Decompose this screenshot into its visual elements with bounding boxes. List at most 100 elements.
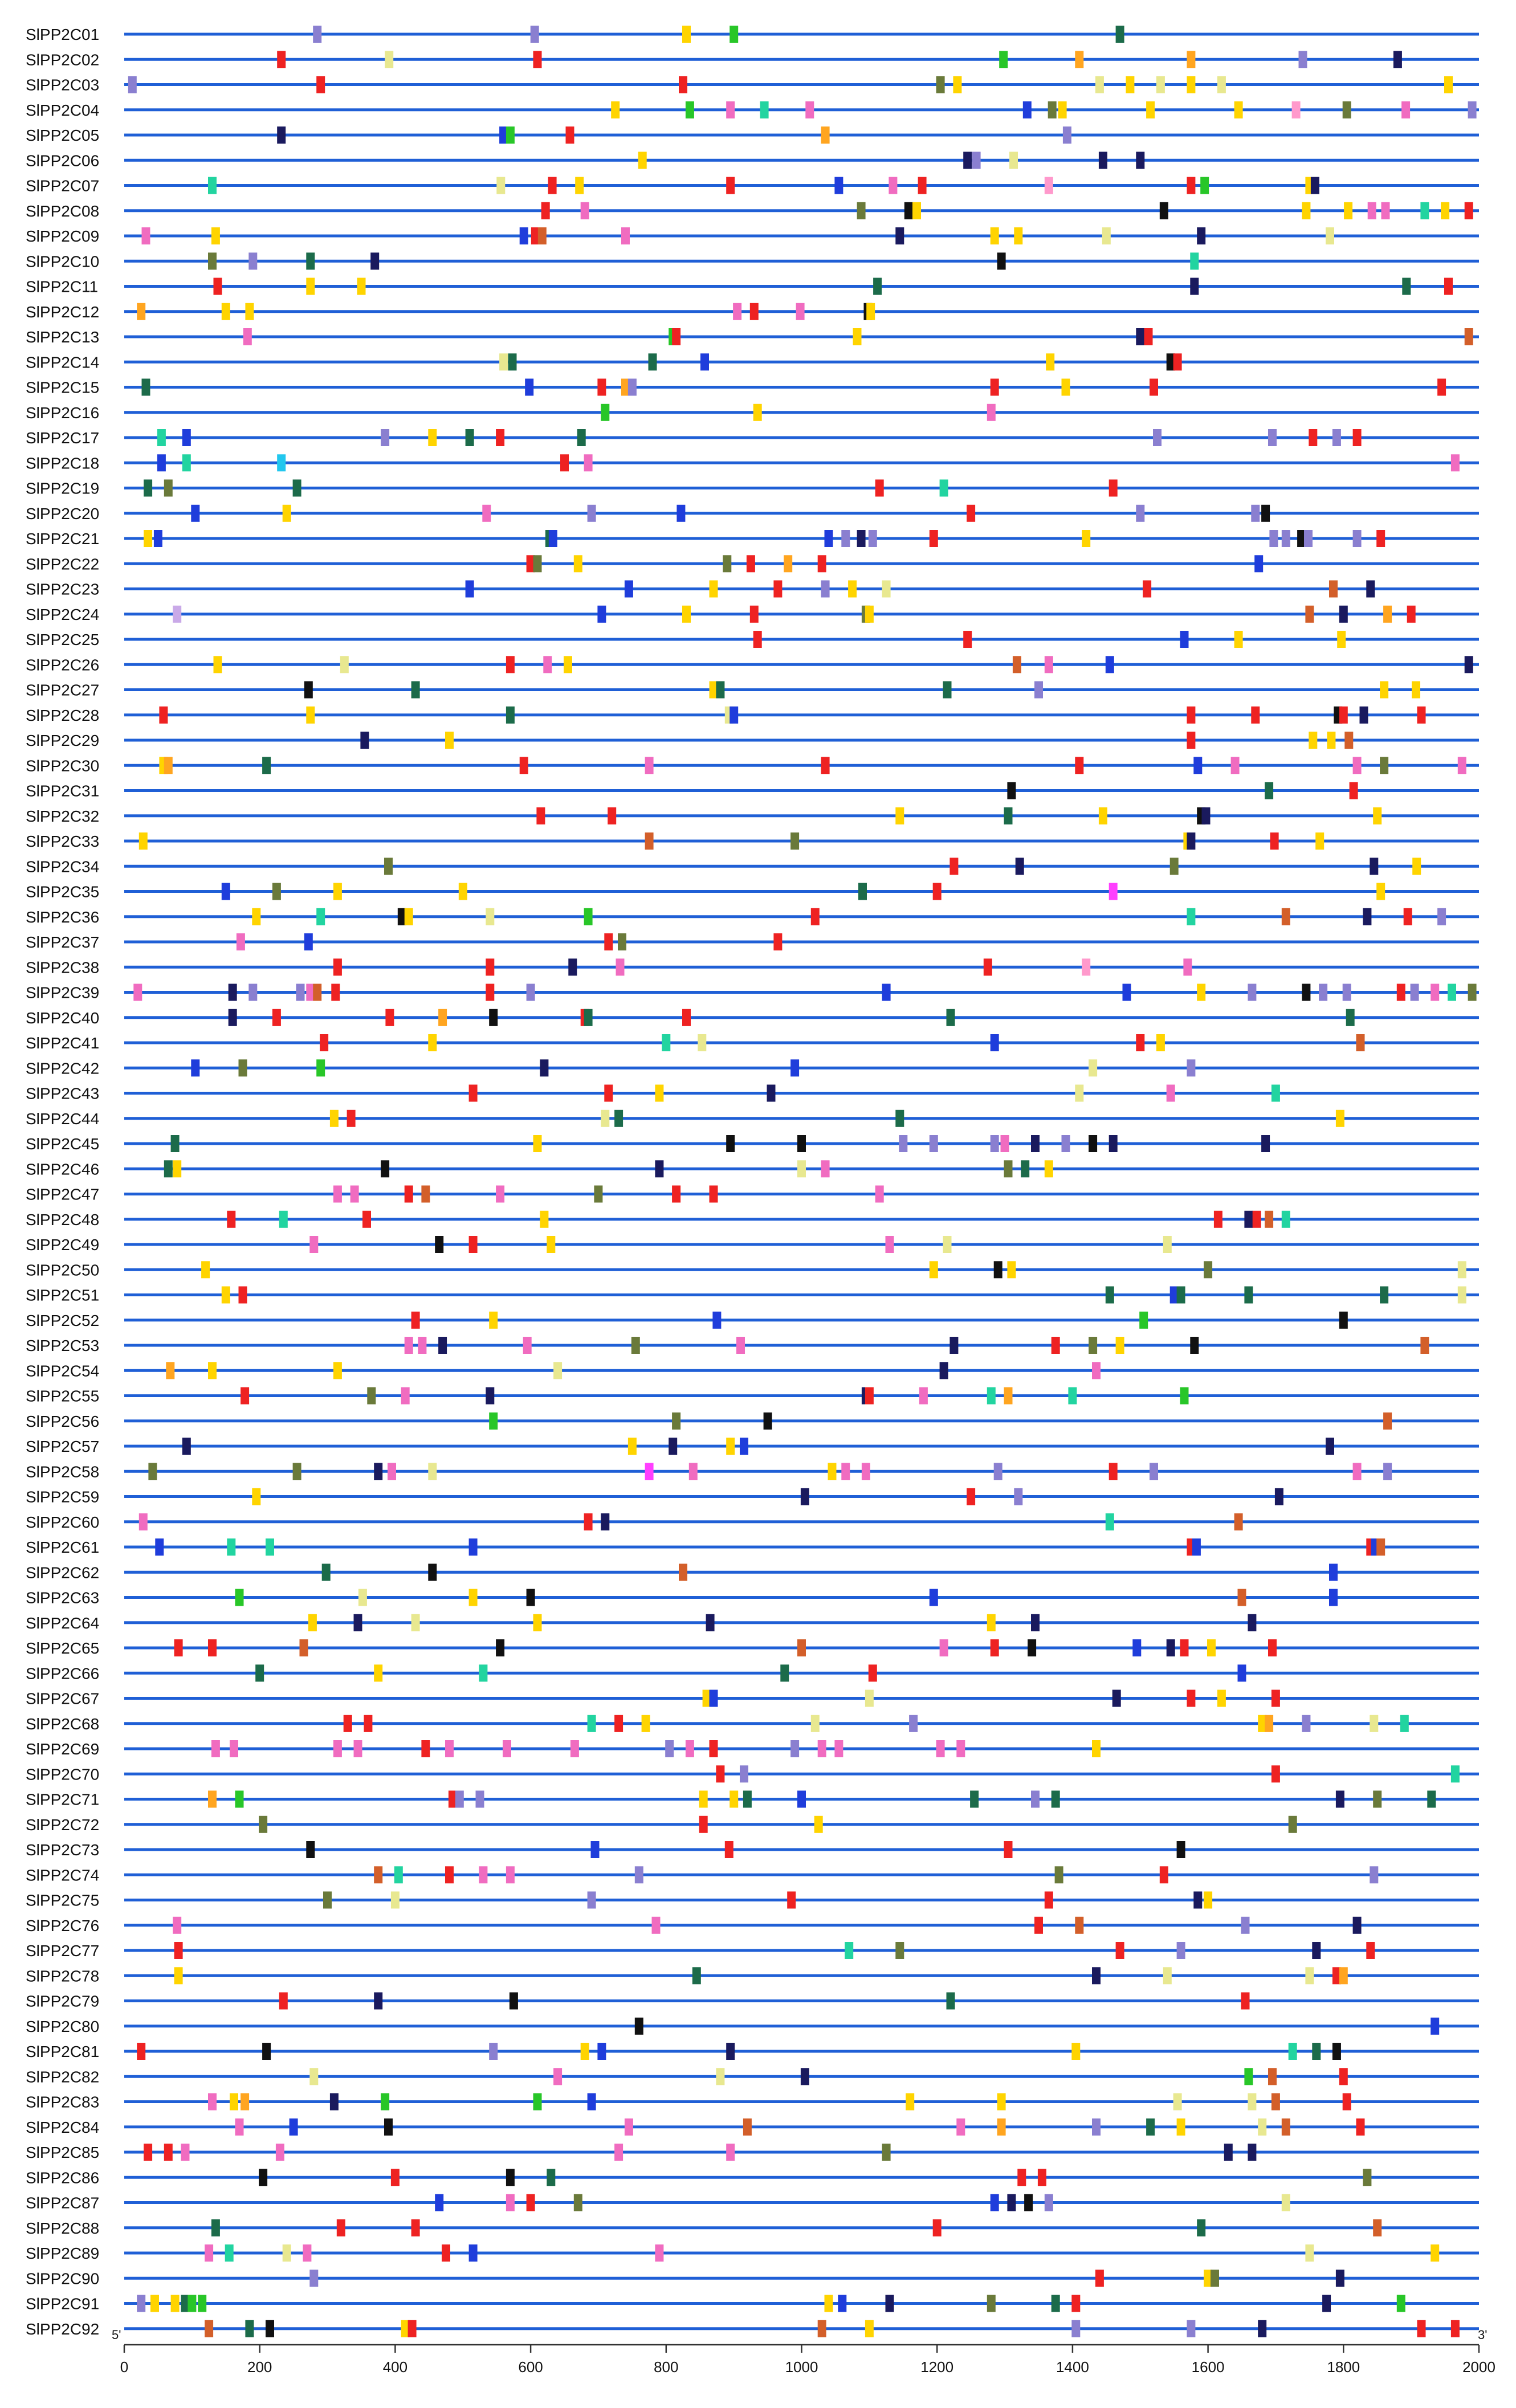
gene-label: SlPP2C40 <box>26 1009 99 1027</box>
gene-label: SlPP2C04 <box>26 101 99 119</box>
gene-row: SlPP2C02 <box>26 51 1479 68</box>
gene-label: SlPP2C49 <box>26 1236 99 1254</box>
motif-box <box>1007 1261 1016 1279</box>
motif-box <box>1370 1715 1379 1732</box>
gene-row: SlPP2C85 <box>26 2144 1479 2161</box>
motif-box <box>1004 1387 1013 1405</box>
gene-row: SlPP2C39 <box>26 983 1479 1002</box>
motif-box <box>1089 1059 1098 1077</box>
motif-box <box>1363 908 1372 925</box>
motif-box <box>1312 1942 1321 1959</box>
motif-box <box>1058 101 1067 119</box>
motif-box <box>468 1084 478 1102</box>
motif-box <box>277 51 286 68</box>
motif-box <box>333 1185 342 1203</box>
motif-box <box>702 1689 711 1707</box>
motif-box <box>1302 1715 1311 1732</box>
motif-box <box>618 933 626 950</box>
motif-box <box>248 983 258 1001</box>
motif-box <box>304 933 313 950</box>
motif-box <box>388 1463 396 1480</box>
motif-box <box>601 1513 610 1530</box>
motif-box <box>805 101 814 119</box>
motif-box <box>1024 2194 1033 2211</box>
gene-label: SlPP2C01 <box>26 26 99 43</box>
motif-box <box>164 757 173 774</box>
gene-label: SlPP2C39 <box>26 984 99 1002</box>
motif-box <box>726 177 735 194</box>
motif-box <box>919 1387 928 1405</box>
motif-box <box>1169 1286 1179 1304</box>
motif-box <box>709 1185 718 1203</box>
motif-box <box>137 2043 146 2060</box>
axis-end-label: 3' <box>1478 2328 1487 2342</box>
motif-box <box>597 2043 606 2060</box>
motif-box <box>238 1059 247 1077</box>
motif-box <box>374 1866 383 1884</box>
motif-box <box>1187 1059 1196 1077</box>
motif-box <box>990 1135 999 1152</box>
motif-box <box>1217 76 1226 93</box>
motif-box <box>181 2295 190 2312</box>
motif-box <box>716 681 725 699</box>
motif-box <box>468 1589 478 1606</box>
gene-row: SlPP2C30 <box>26 757 1479 774</box>
gene-label: SlPP2C15 <box>26 379 99 397</box>
motif-box <box>235 1790 244 1808</box>
motif-box <box>1356 1034 1365 1051</box>
motif-box <box>173 605 182 623</box>
motif-box <box>645 757 654 774</box>
motif-box <box>496 429 505 446</box>
motif-box <box>1159 1866 1168 1884</box>
motif-box <box>1342 2093 1351 2111</box>
motif-box <box>641 1715 650 1732</box>
motif-box <box>1115 1337 1124 1354</box>
motif-box <box>790 1740 800 1757</box>
gene-label: SlPP2C23 <box>26 581 99 598</box>
motif-box <box>536 807 545 825</box>
gene-row: SlPP2C92 <box>26 2320 1479 2338</box>
motif-box <box>404 1185 413 1203</box>
motif-box <box>1092 1740 1101 1757</box>
motif-box <box>486 1387 495 1405</box>
motif-box <box>895 1109 904 1127</box>
motif-box <box>174 1639 183 1656</box>
motif-box <box>1312 2043 1321 2060</box>
gene-label: SlPP2C16 <box>26 404 99 422</box>
motif-box <box>1464 202 1473 219</box>
motif-box <box>506 2194 515 2211</box>
motif-box <box>1187 76 1196 93</box>
gene-row: SlPP2C06 <box>26 152 1479 169</box>
motif-box <box>236 933 245 950</box>
motif-box <box>211 1740 220 1757</box>
motif-box <box>648 353 657 371</box>
motif-box <box>309 2270 319 2287</box>
motif-box <box>374 1664 383 1682</box>
motif-box <box>333 883 342 900</box>
motif-box <box>587 1891 596 1909</box>
motif-box <box>1305 2244 1314 2262</box>
x-tick-label: 400 <box>383 2358 407 2376</box>
motif-box <box>489 1311 498 1329</box>
motif-box <box>245 2320 254 2337</box>
gene-row: SlPP2C45 <box>26 1135 1479 1153</box>
motif-box <box>479 1664 488 1682</box>
motif-box <box>1061 1135 1070 1152</box>
gene-row: SlPP2C62 <box>26 1564 1479 1581</box>
motif-box <box>1176 1841 1185 1858</box>
gene-row: SlPP2C28 <box>26 707 1479 724</box>
motif-box <box>1031 1614 1040 1631</box>
gene-row: SlPP2C07 <box>26 177 1479 195</box>
motif-box <box>397 908 406 925</box>
motif-box <box>1274 1488 1283 1505</box>
gene-row: SlPP2C19 <box>26 479 1479 497</box>
motif-box <box>266 2320 274 2337</box>
motif-box <box>262 2043 271 2060</box>
gene-row: SlPP2C42 <box>26 1059 1479 1077</box>
gene-row: SlPP2C63 <box>26 1589 1479 1607</box>
motif-box <box>1180 1387 1189 1405</box>
motif-box <box>716 2068 725 2085</box>
motif-box <box>482 504 491 522</box>
motif-box <box>1349 782 1358 799</box>
motif-box <box>824 2295 833 2312</box>
